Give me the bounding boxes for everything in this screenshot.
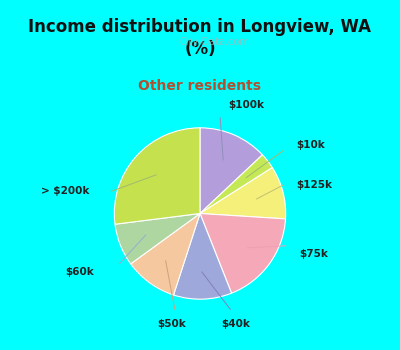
Wedge shape: [200, 214, 286, 293]
Wedge shape: [200, 155, 272, 214]
Text: $100k: $100k: [228, 100, 264, 110]
Wedge shape: [115, 214, 200, 264]
Wedge shape: [200, 168, 286, 219]
Text: Other residents: Other residents: [138, 79, 262, 93]
Text: $125k: $125k: [296, 180, 332, 190]
Text: $60k: $60k: [66, 267, 94, 277]
Text: $50k: $50k: [158, 320, 186, 329]
Text: City-Data.com: City-Data.com: [180, 37, 250, 47]
Text: $40k: $40k: [221, 320, 250, 329]
Text: Income distribution in Longview, WA
(%): Income distribution in Longview, WA (%): [28, 18, 372, 58]
Wedge shape: [200, 128, 262, 214]
Wedge shape: [174, 214, 232, 299]
Text: > $200k: > $200k: [41, 186, 89, 196]
Wedge shape: [131, 214, 200, 295]
Wedge shape: [114, 128, 200, 224]
Text: $10k: $10k: [296, 140, 324, 150]
Text: $75k: $75k: [299, 249, 328, 259]
